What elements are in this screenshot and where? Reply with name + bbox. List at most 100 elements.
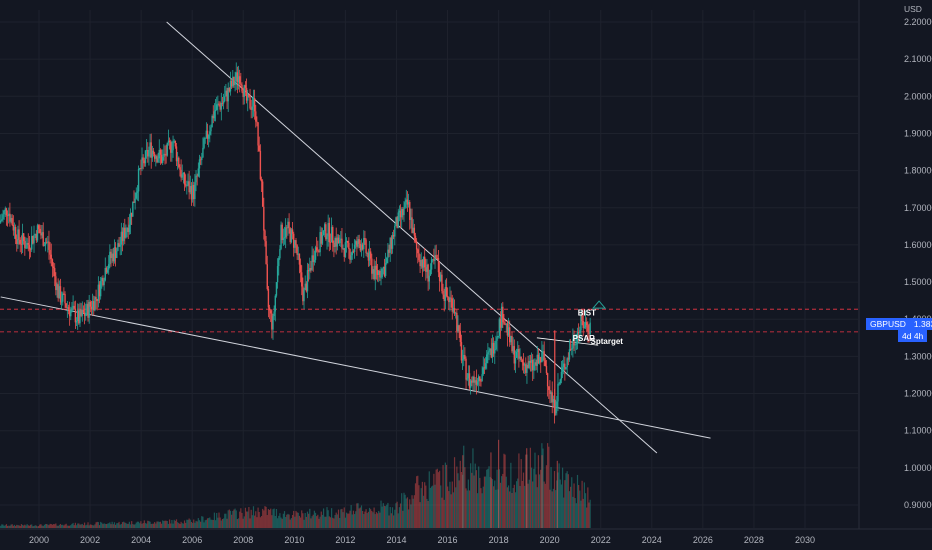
bar-countdown: 4d 4h [898,330,928,342]
volume-bar [282,513,284,528]
volume-bar [105,523,108,528]
candle-body [207,134,210,139]
volume-bar [382,503,384,528]
volume-bar [294,516,296,528]
volume-bar [155,523,157,528]
volume-bar [530,467,533,528]
volume-bar [28,525,31,528]
candle-body [151,150,154,158]
volume-bar [216,512,218,528]
candle-body [275,282,278,296]
candle-body [241,84,243,92]
volume-bar [198,520,201,528]
candle-body [304,283,306,290]
volume-bar [467,479,469,528]
candle-body [509,327,511,343]
volume-bar [418,485,420,528]
volume-bar [414,483,417,528]
volume-bar [242,518,244,528]
volume-bar [48,525,50,528]
candle-body [104,267,106,281]
volume-bar [313,510,315,528]
volume-bar [154,522,156,528]
volume-bar [399,503,402,528]
volume-bar [465,488,467,528]
volume-bar [533,468,535,528]
volume-bar [251,515,253,528]
candle-body [295,240,297,246]
candle-body [330,227,333,243]
volume-bar [589,499,591,528]
candle-body [464,354,466,359]
volume-bar [206,518,209,528]
volume-bar [12,525,14,528]
volume-bar [555,490,557,528]
candle-body [166,142,169,156]
volume-bar [545,465,548,528]
candle-body [284,227,287,238]
volume-bar [301,510,303,528]
volume-bar [359,507,361,528]
volume-bar [479,477,481,528]
candle-body [79,309,81,324]
candle-body [206,130,209,139]
volume-bar [58,524,60,528]
volume-bar [537,455,540,528]
candle-body [202,147,204,158]
candle-body [303,289,305,302]
volume-bar [436,468,438,528]
volume-bar [0,525,2,528]
x-tick-label: 2028 [744,535,764,545]
candle-body [429,269,432,276]
candle-body [534,362,536,365]
volume-bar [263,510,265,528]
volume-bar [55,523,57,528]
candle-body [261,181,264,207]
candle-body [264,230,266,242]
volume-bar [559,479,561,528]
volume-bar [272,509,274,528]
candle-body [458,325,460,332]
volume-bar [256,517,258,528]
y-tick-label: 2.10000 [904,54,932,64]
candle-body [128,224,131,233]
volume-bar [204,520,206,528]
volume-bar [293,510,295,528]
candle-body [272,315,274,330]
volume-bar [478,466,480,528]
candle-body [10,218,12,222]
volume-bar [247,511,249,528]
candle-body [355,241,357,245]
volume-bar [383,505,386,528]
candle-body [544,360,547,366]
volume-bar [255,511,257,528]
candle-body [101,278,103,282]
volume-bar [43,524,45,528]
candle-body [22,233,25,242]
candle-body [178,157,180,168]
volume-bar [326,507,328,528]
volume-bar [376,513,379,528]
candle-body [540,357,542,363]
candle-body [364,237,366,240]
candle-body [41,232,43,236]
volume-bar [426,498,428,528]
volume-bar [378,510,380,528]
volume-bar [113,522,116,528]
candle-body [341,238,343,249]
volume-bar [235,510,237,528]
candle-body [182,172,185,175]
candle-body [37,225,40,229]
candle-body [328,222,331,243]
volume-bar [443,499,445,528]
candle-body [243,85,245,97]
candle-body [156,156,158,163]
candle-body [160,154,163,163]
candle-body [421,259,424,268]
candle-body [319,232,321,253]
candle-body [542,351,544,353]
volume-bar [96,521,98,528]
candle-body [1,219,3,221]
volume-bar [387,502,389,528]
